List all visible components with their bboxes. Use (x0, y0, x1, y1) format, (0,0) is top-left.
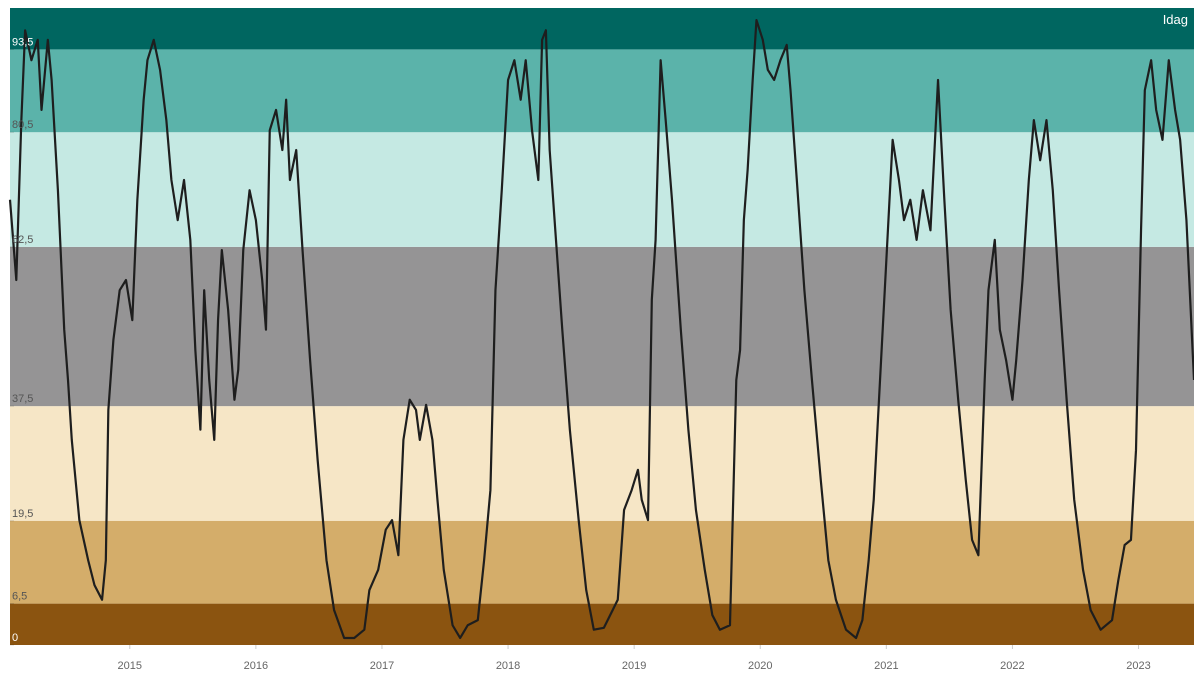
band (10, 132, 1194, 247)
data-line (8, 19, 1194, 640)
x-tick-label: 2022 (1000, 660, 1024, 672)
y-tick-label: 80,5 (12, 119, 33, 131)
band (10, 603, 1194, 645)
band (10, 246, 1194, 407)
bands (10, 8, 1194, 645)
band (10, 520, 1194, 604)
y-tick-label: 93,5 (12, 36, 33, 48)
x-tick-label: 2020 (748, 660, 772, 672)
band (10, 8, 1194, 50)
x-tick-label: 2018 (496, 660, 520, 672)
labels: 0 6,5 19,5 37,5 62,5 80,5 93,5 2015 2016 2017 2018… (10, 36, 1151, 672)
today-label: Idag (1163, 12, 1188, 27)
line-layer (8, 19, 1194, 640)
y-tick-label: 6,5 (12, 591, 27, 603)
band (10, 406, 1194, 521)
x-tick-label: 2019 (622, 660, 646, 672)
y-tick-label: 37,5 (12, 393, 33, 405)
band (10, 49, 1194, 133)
x-tick-label: 2023 (1126, 660, 1150, 672)
x-tick-label: 2015 (118, 660, 142, 672)
y-tick-label: 62,5 (12, 234, 33, 246)
x-tick-label: 2017 (370, 660, 394, 672)
y-tick-label: 0 (12, 632, 18, 644)
y-tick-label: 19,5 (12, 508, 33, 520)
x-tick-label: 2016 (244, 660, 268, 672)
x-tick-label: 2021 (874, 660, 898, 672)
